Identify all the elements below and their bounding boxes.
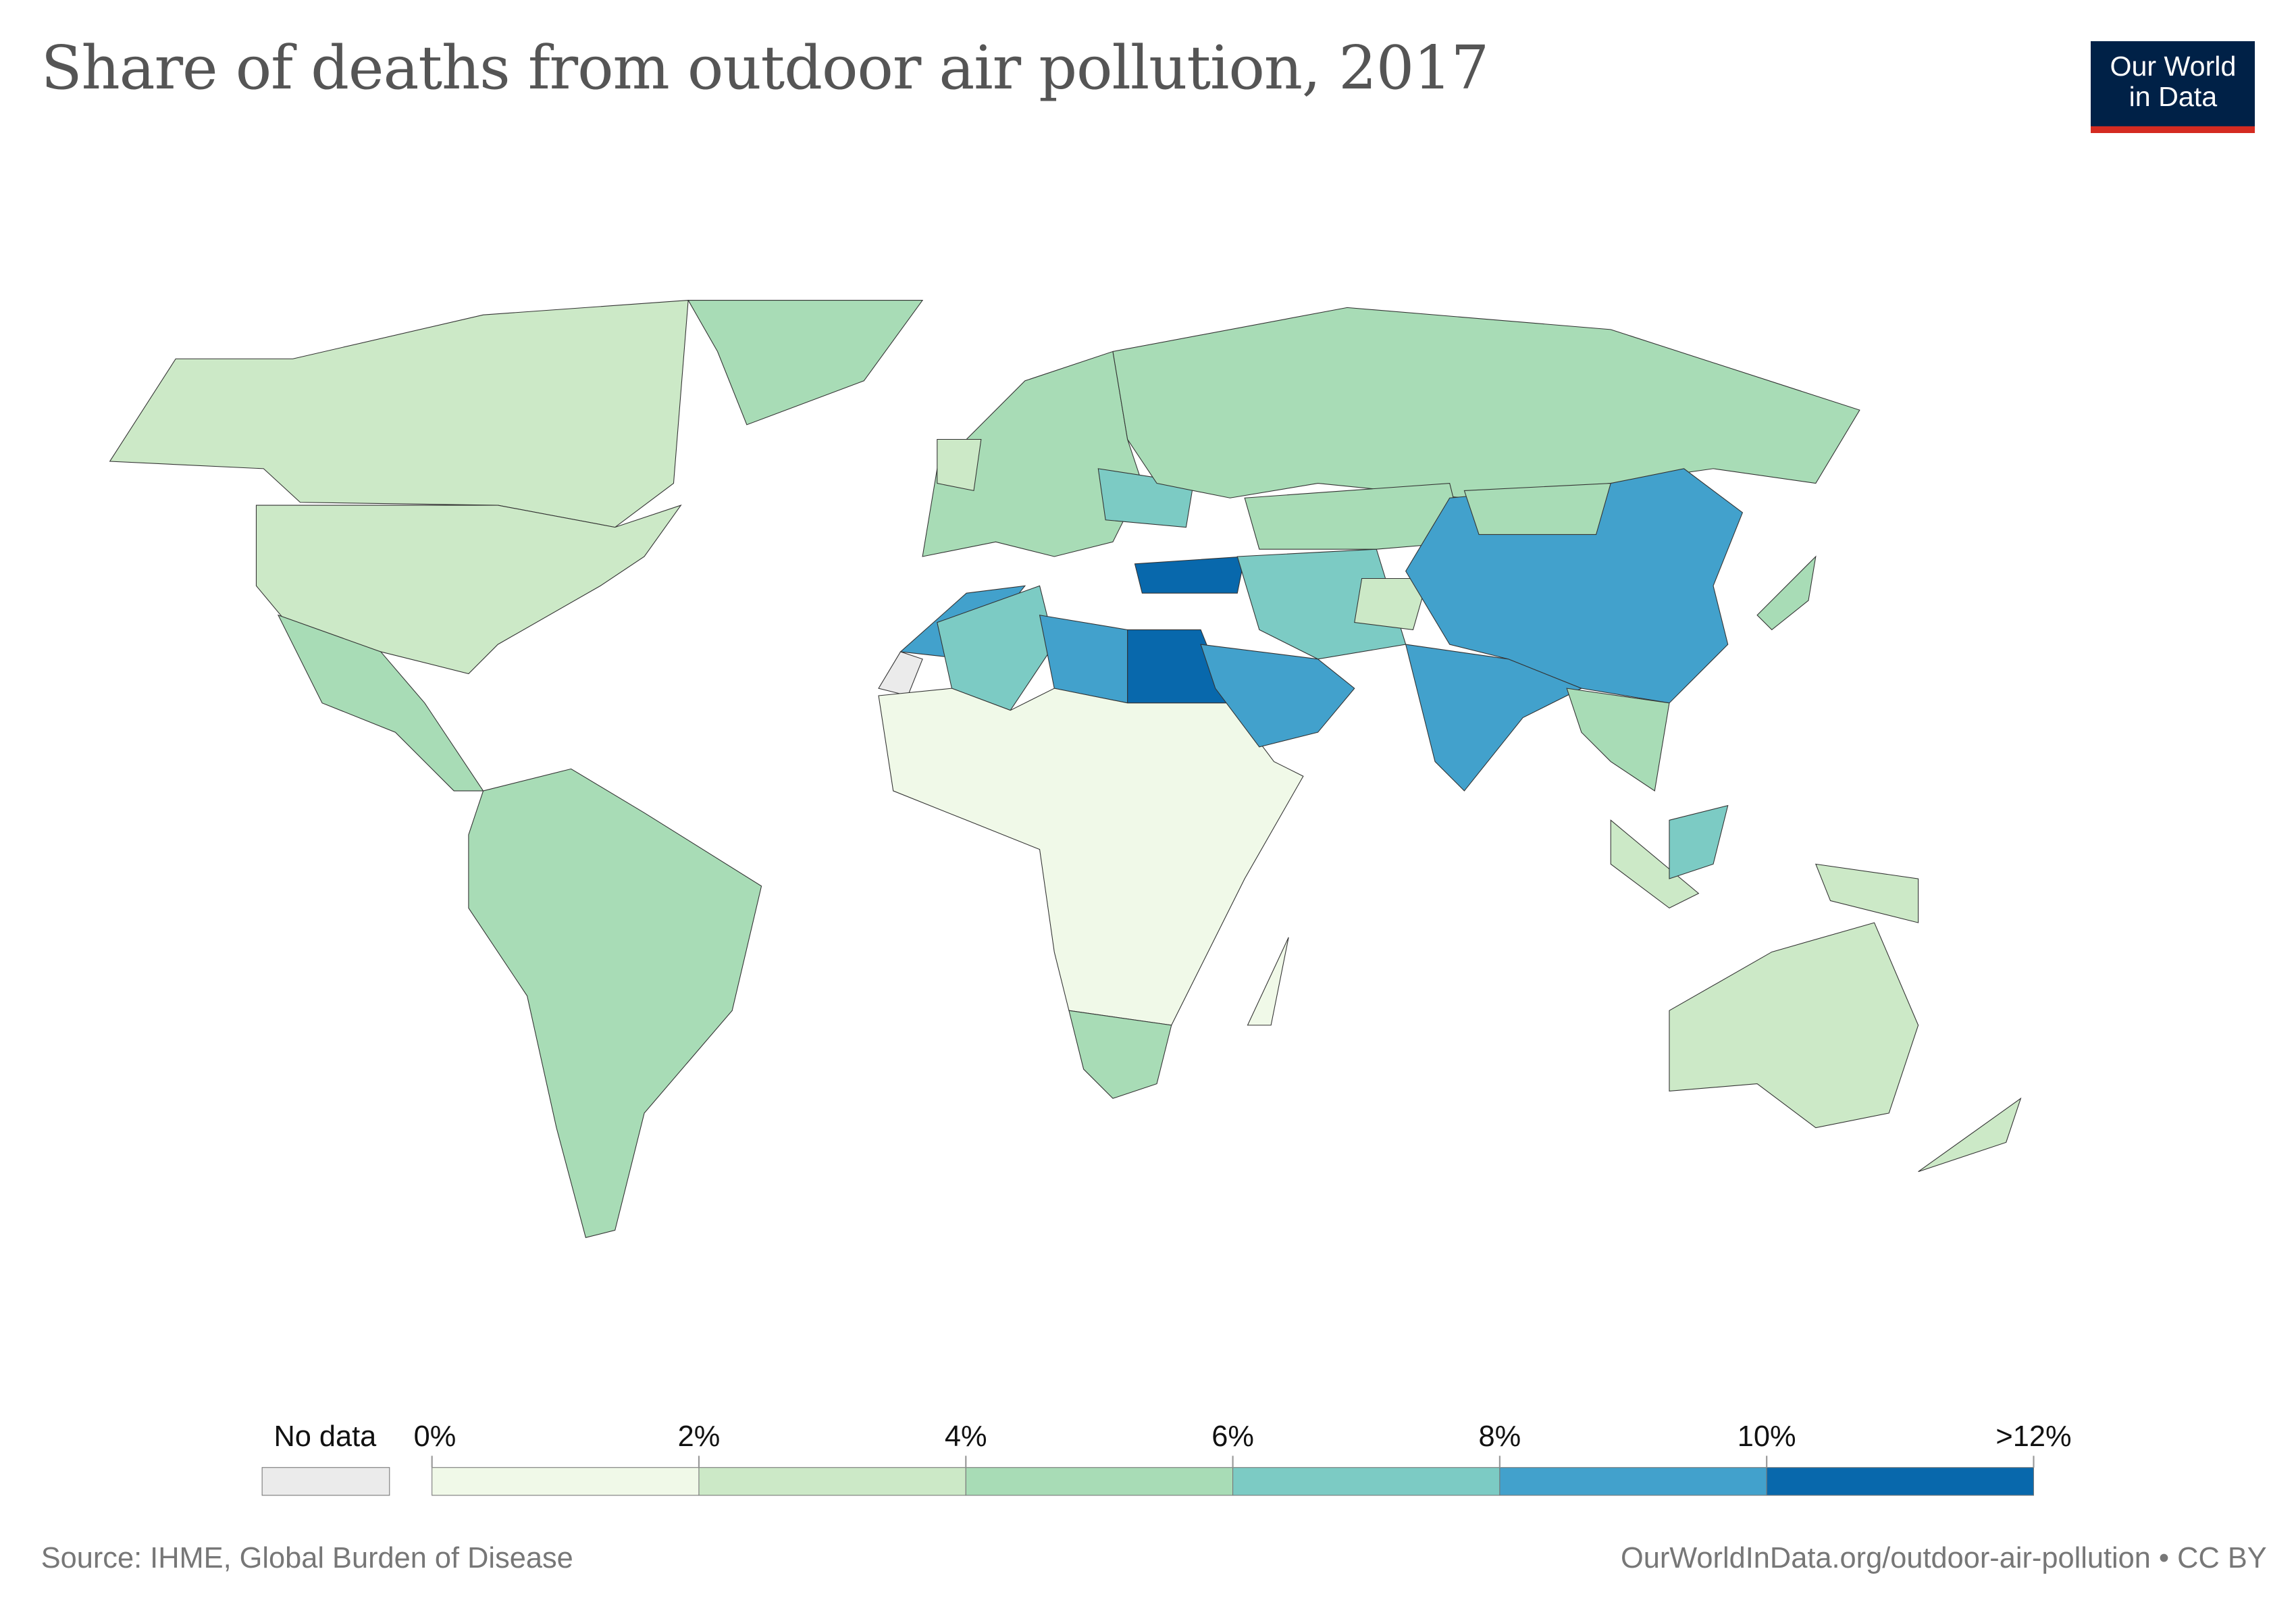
legend-bin-swatch <box>432 1467 700 1496</box>
license-label: • CC BY <box>2150 1542 2267 1575</box>
country-western-sahara[interactable] <box>878 651 923 696</box>
legend-bin-swatch <box>1232 1467 1501 1496</box>
country-japan[interactable] <box>1756 555 1817 631</box>
legend-no-data-label: No data <box>273 1420 377 1453</box>
country-europe[interactable] <box>922 351 1143 557</box>
country-mexico-central-america[interactable] <box>277 614 484 792</box>
legend-bin-swatch <box>1499 1467 1767 1496</box>
legend-tick-label: 10% <box>1737 1420 1796 1453</box>
legend-tick-label: 4% <box>944 1420 987 1453</box>
legend-tick-label: 8% <box>1478 1420 1521 1453</box>
country-australia[interactable] <box>1669 922 1919 1129</box>
country-sub-saharan-africa[interactable] <box>878 688 1304 1026</box>
country-algeria[interactable] <box>937 585 1055 711</box>
country-south-america[interactable] <box>468 768 762 1238</box>
footer-link[interactable]: OurWorldInData.org/outdoor-air-pollution… <box>1621 1542 2267 1575</box>
url-link[interactable]: OurWorldInData.org/outdoor-air-pollution <box>1621 1542 2151 1575</box>
legend-no-data-swatch <box>261 1467 390 1496</box>
owid-logo[interactable]: Our World in Data <box>2091 41 2255 134</box>
country-russia[interactable] <box>1112 307 1860 498</box>
country-borneo[interactable] <box>1669 804 1729 879</box>
country-india[interactable] <box>1405 644 1583 792</box>
source-note: Source: IHME, Global Burden of Disease <box>41 1542 573 1575</box>
legend-tick-label: >12% <box>1995 1420 2072 1453</box>
logo-line1: Our World <box>2110 50 2237 82</box>
country-central-asia[interactable] <box>1244 482 1465 550</box>
page-title: Share of deaths from outdoor air polluti… <box>41 32 1490 103</box>
country-turkey[interactable] <box>1134 556 1245 594</box>
legend-tick-label: 2% <box>677 1420 721 1453</box>
legend-bin-swatch <box>965 1467 1234 1496</box>
country-iran-iraq[interactable] <box>1236 548 1407 660</box>
legend-tick-label: 6% <box>1211 1420 1254 1453</box>
country-mongolia[interactable] <box>1463 482 1611 536</box>
country-new-guinea[interactable] <box>1815 863 1919 923</box>
country-arabia[interactable] <box>1200 644 1355 748</box>
logo-line2: in Data <box>2129 81 2218 113</box>
country-new-zealand[interactable] <box>1918 1097 2022 1173</box>
legend-bin-swatch <box>1766 1467 2035 1496</box>
country-greenland[interactable] <box>687 299 924 426</box>
country-southeast-asia[interactable] <box>1566 688 1670 792</box>
country-afghanistan[interactable] <box>1354 577 1428 631</box>
country-southern-africa[interactable] <box>1068 1010 1172 1099</box>
legend-bin-swatch <box>698 1467 966 1496</box>
country-madagascar[interactable] <box>1247 937 1289 1026</box>
country-uk[interactable] <box>937 438 982 492</box>
country-canada[interactable] <box>109 299 689 528</box>
legend-tick-label: 0% <box>413 1420 456 1453</box>
